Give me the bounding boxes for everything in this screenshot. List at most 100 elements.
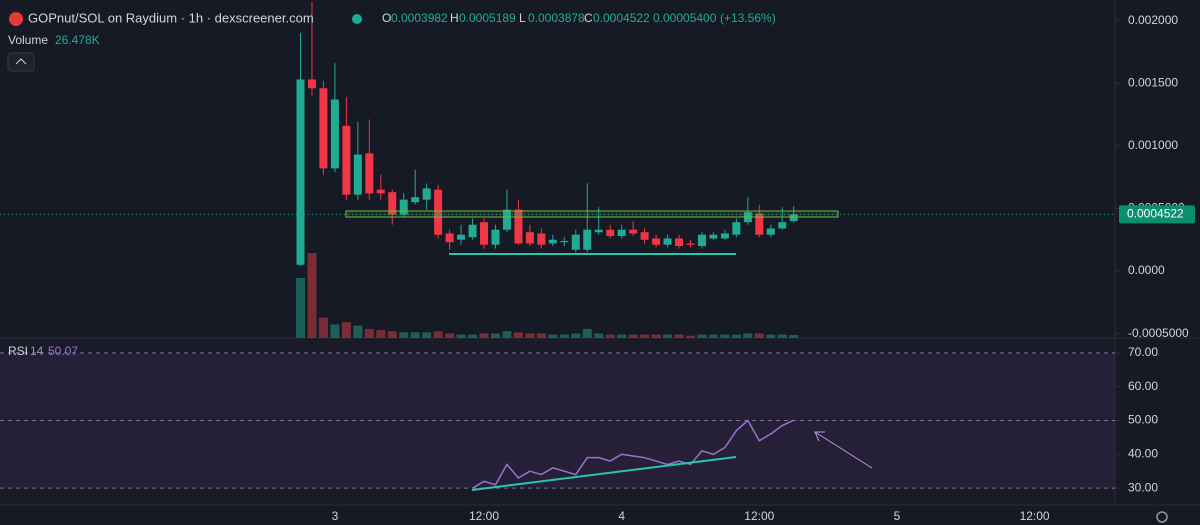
- volume-bar: [318, 317, 328, 338]
- volume-bar: [307, 253, 317, 338]
- settings-icon[interactable]: [1156, 511, 1168, 523]
- y-tick-label: 0.0000: [1128, 263, 1165, 277]
- volume-bar: [387, 331, 397, 338]
- candle-body: [732, 222, 741, 235]
- candle-body: [307, 79, 316, 89]
- rsi-pane: [0, 338, 1115, 505]
- rsi-value: 50.07: [48, 344, 78, 358]
- y-tick-label: 70.00: [1128, 345, 1158, 359]
- token-logo: [9, 12, 23, 26]
- candle-body: [606, 229, 615, 236]
- x-tick-label: 12:00: [744, 509, 774, 523]
- volume-bar: [754, 333, 764, 338]
- volume-bar: [663, 334, 673, 338]
- arrow: [814, 431, 873, 469]
- ohlc-key: O: [382, 11, 391, 25]
- drawn-zone: [345, 210, 839, 218]
- candle-body: [686, 243, 695, 245]
- collapse-button[interactable]: [7, 52, 35, 72]
- candle-body: [583, 229, 592, 250]
- volume-bar: [433, 331, 443, 338]
- candle-body: [548, 239, 557, 244]
- last-price-box: [1119, 205, 1195, 224]
- volume-bar: [743, 333, 753, 338]
- candle-body: [663, 238, 672, 245]
- candle-body: [594, 229, 603, 233]
- ohlc-key: H: [450, 11, 459, 25]
- candle-body: [720, 233, 729, 239]
- volume-bar: [708, 334, 718, 338]
- volume-bar: [697, 334, 707, 338]
- chart-title: GOPnut/SOL on Raydium · 1h · dexscreener…: [28, 10, 314, 25]
- candle-body: [353, 154, 362, 195]
- plot: [0, 1, 1120, 489]
- change-percent: (+13.56%): [720, 11, 776, 25]
- volume-bar: [640, 334, 650, 338]
- ohlc-key: L: [519, 11, 526, 25]
- volume-bar: [410, 332, 420, 338]
- y-tick-label: 50.00: [1128, 413, 1158, 427]
- ohlc-value: 0.0005189: [459, 11, 516, 25]
- volume-bar: [479, 333, 489, 338]
- y-tick-label: -0.0005000: [1128, 326, 1189, 340]
- volume-bar: [468, 334, 478, 338]
- candle-body: [388, 192, 397, 215]
- candle-body: [457, 234, 466, 240]
- y-tick-label: 60.00: [1128, 379, 1158, 393]
- ohlc-value: 0.0003878: [528, 11, 585, 25]
- volume-bar: [353, 325, 363, 338]
- candle-body: [525, 232, 534, 244]
- rsi-line: [472, 419, 795, 489]
- y-tick-label: 0.001500: [1128, 75, 1178, 89]
- volume-bar: [456, 334, 466, 338]
- candle-body: [537, 233, 546, 245]
- y-tick-label: 0.002000: [1128, 13, 1178, 27]
- volume-bar: [399, 332, 409, 338]
- volume-title: Volume: [8, 33, 48, 47]
- candle-body: [468, 224, 477, 238]
- volume-bar: [628, 334, 638, 338]
- volume-bar: [364, 328, 374, 338]
- volume-bar: [296, 277, 305, 338]
- last-price-label: 0.0004522: [1127, 207, 1184, 221]
- x-tick-label: 12:00: [469, 509, 499, 523]
- x-tick-label: 5: [894, 509, 901, 523]
- change: 0.00005400: [653, 11, 717, 25]
- volume-bar: [605, 334, 615, 338]
- candle-body: [755, 213, 764, 235]
- volume-bar: [766, 334, 776, 338]
- volume-bar: [777, 334, 787, 338]
- y-tick-label: 40.00: [1128, 446, 1158, 460]
- volume-bar: [376, 330, 386, 338]
- x-tick-label: 12:00: [1020, 509, 1050, 523]
- candle-body: [411, 197, 420, 203]
- ohlc-key: C: [584, 11, 593, 25]
- candle-body: [629, 229, 638, 234]
- volume-bar: [536, 333, 546, 338]
- candle-body: [778, 222, 787, 229]
- candle-body: [319, 88, 328, 169]
- candle-body: [766, 228, 775, 235]
- rsi-title: RSI: [8, 344, 28, 358]
- candle-body: [342, 125, 351, 195]
- candle-body: [789, 214, 798, 222]
- ohlc-legend: O 0.0003982 H 0.0005189 L 0.0003878 C 0.0004522: [382, 11, 650, 25]
- candle-body: [514, 209, 523, 244]
- volume-bar: [559, 334, 569, 338]
- candle-body: [560, 240, 569, 243]
- volume-bar: [720, 334, 730, 338]
- volume-bar: [571, 333, 581, 338]
- volume-bar: [674, 334, 684, 338]
- candle-body: [365, 153, 374, 194]
- ohlc-value: 0.0004522: [593, 11, 650, 25]
- candle-body: [296, 79, 305, 265]
- candle-body: [434, 189, 443, 235]
- candle-body: [675, 238, 684, 246]
- candle-body: [571, 234, 580, 250]
- volume-bar: [502, 331, 512, 338]
- visibility-icon[interactable]: [352, 14, 362, 24]
- candle-body: [445, 233, 454, 243]
- y-tick-label: 30.00: [1128, 480, 1158, 494]
- rsi-trend-line: [471, 456, 737, 491]
